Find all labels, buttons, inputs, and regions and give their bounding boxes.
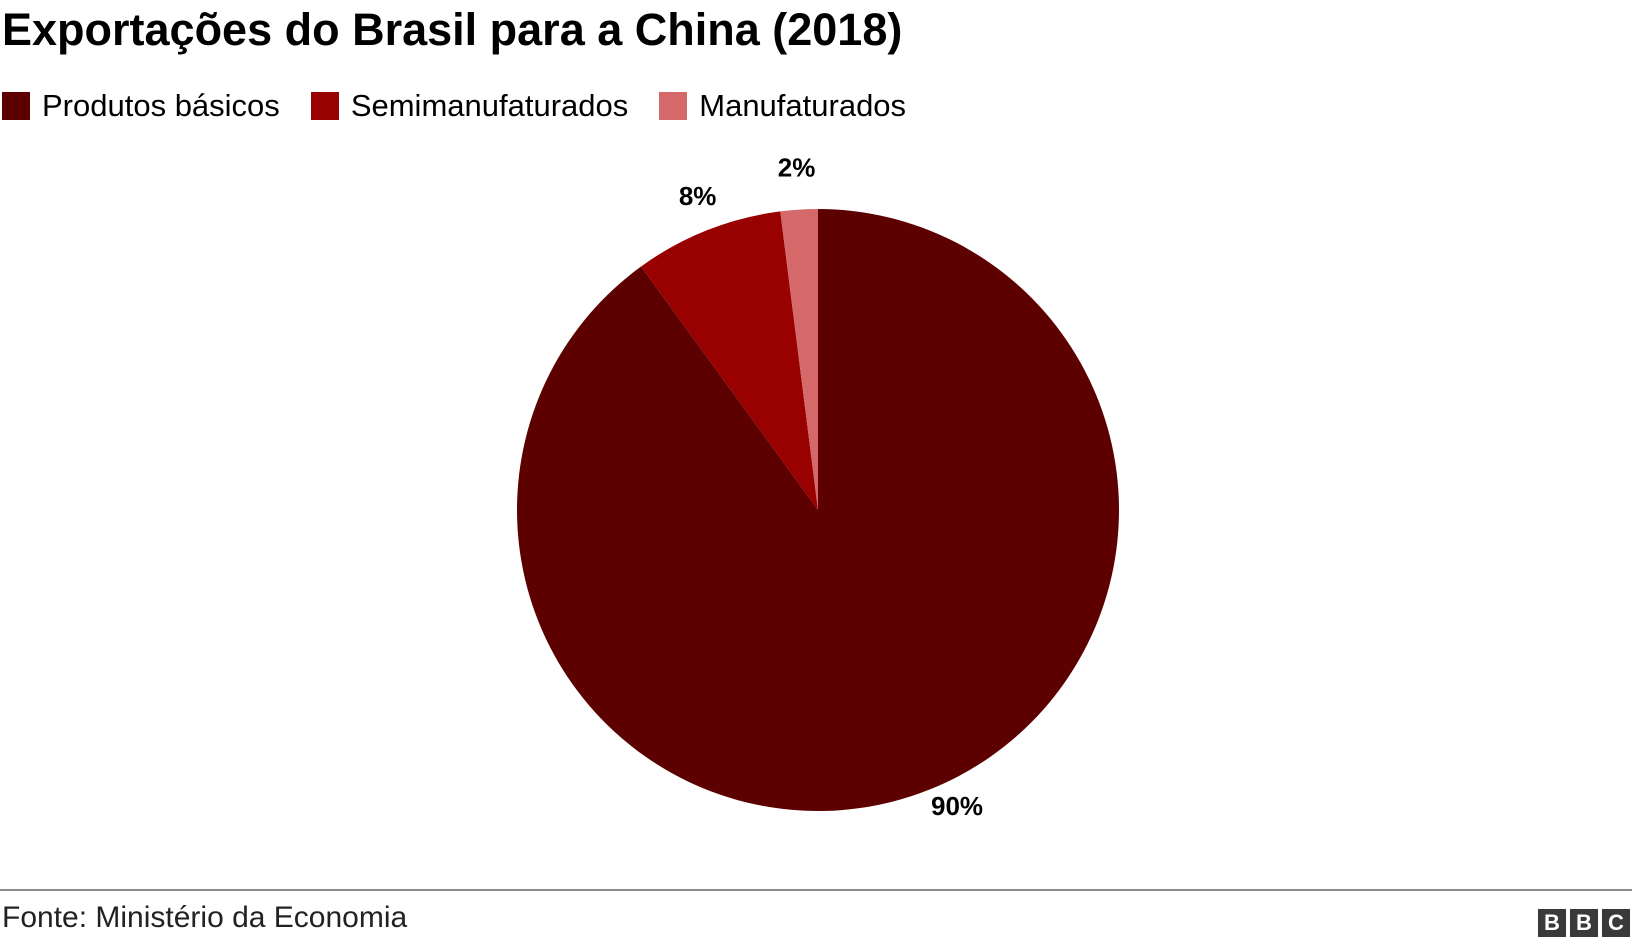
legend-swatch [310, 92, 339, 120]
legend-item-manufaturados: Manufaturados [659, 88, 906, 124]
legend: Produtos básicos Semimanufaturados Manuf… [2, 86, 937, 126]
bbc-logo: B B C [1534, 909, 1630, 937]
chart-title: Exportações do Brasil para a China (2018… [2, 4, 903, 55]
legend-swatch [2, 92, 30, 120]
legend-swatch [659, 92, 688, 120]
legend-item-semimanufaturados: Semimanufaturados [310, 88, 629, 124]
pie-slice-manufaturados [780, 209, 818, 510]
pie-data-label: 2% [778, 153, 816, 183]
pie-data-label: 8% [679, 181, 717, 211]
legend-label: Produtos básicos [42, 88, 280, 123]
pie-data-label: 90% [931, 791, 983, 821]
legend-item-produtos-basicos: Produtos básicos [2, 88, 280, 124]
pie-chart: 90% 8% 2% [516, 153, 1119, 821]
source-text: Fonte: Ministério da Economia [2, 901, 408, 934]
footer-divider [0, 889, 1632, 891]
pie-slice-semimanufaturados [641, 211, 818, 510]
bbc-logo-letter: B [1570, 909, 1598, 937]
bbc-logo-letter: B [1538, 909, 1566, 937]
bbc-logo-letter: C [1602, 909, 1630, 937]
legend-label: Manufaturados [699, 88, 907, 123]
legend-label: Semimanufaturados [350, 88, 629, 123]
